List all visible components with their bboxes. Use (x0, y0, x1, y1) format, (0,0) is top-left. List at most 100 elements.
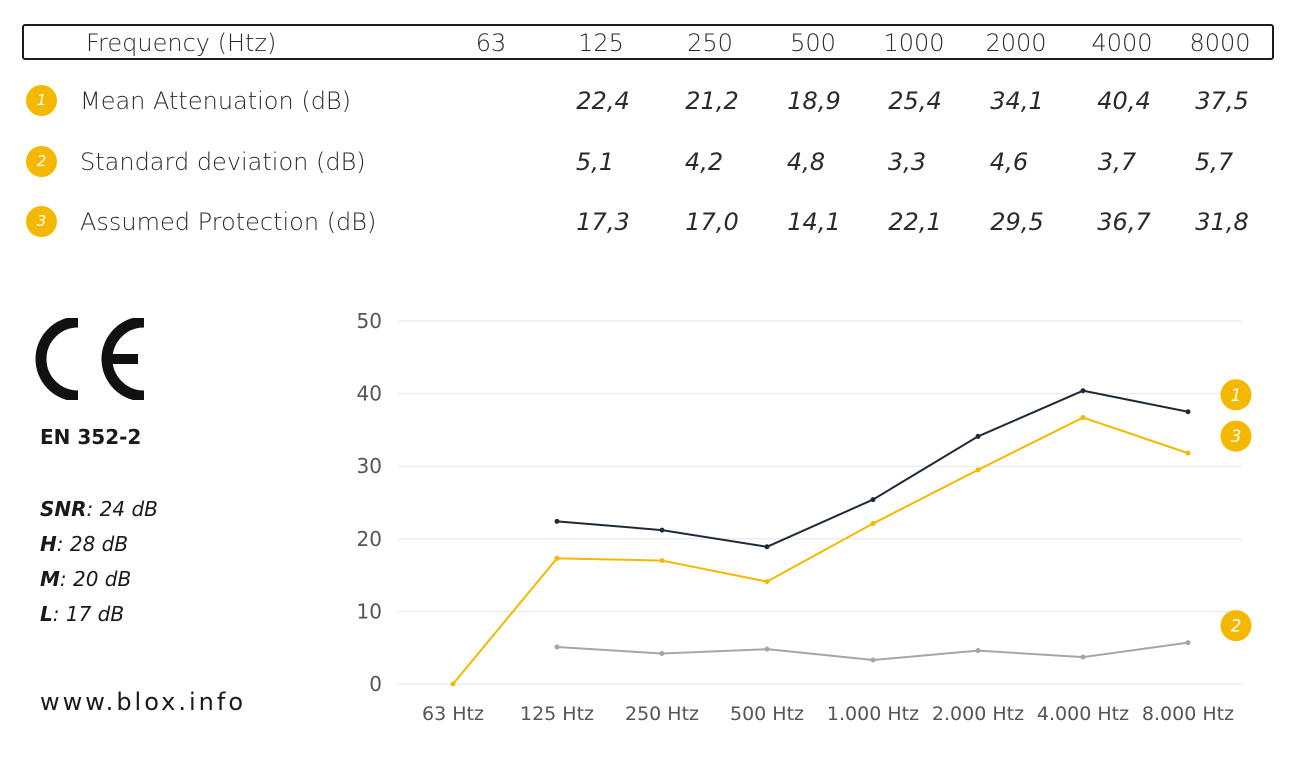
noise-ratings: SNR: 24 dB H: 28 dB M: 20 dB L: 17 dB (40, 492, 158, 632)
frequency-8000: 8000 (1189, 29, 1251, 57)
website-link[interactable]: www.blox.info (40, 688, 247, 716)
y-tick-label: 50 (357, 309, 382, 333)
x-tick-label: 500 Htz (730, 703, 804, 725)
rating-value: : 28 dB (56, 532, 129, 556)
row-value: 37,5 (1195, 87, 1249, 115)
row-value: 25,4 (888, 87, 942, 115)
table-row-mean-attenuation: 1 Mean Attenuation (dB) 22,4 21,2 18,9 2… (0, 81, 1304, 121)
row-value: 4,2 (684, 148, 724, 176)
y-tick-label: 0 (369, 672, 382, 696)
y-tick-label: 10 (357, 599, 382, 623)
data-point (554, 518, 560, 524)
row-label: Assumed Protection (dB) (80, 208, 377, 236)
standard-label: EN 352-2 (40, 425, 142, 449)
data-point (975, 648, 981, 654)
x-tick-label: 63 Htz (422, 703, 484, 725)
x-tick-label: 125 Htz (520, 703, 594, 725)
data-point (1080, 388, 1086, 394)
rating-value: : 24 dB (86, 497, 158, 521)
rating-snr: SNR: 24 dB (40, 492, 158, 527)
data-point (659, 651, 665, 657)
x-tick-label: 4.000 Htz (1037, 703, 1129, 725)
row-value: 4,8 (786, 148, 826, 176)
data-point (764, 646, 770, 652)
table-row-assumed-protection: 3 Assumed Protection (dB) 17,3 17,0 14,1… (0, 202, 1304, 242)
row-value: 5,1 (575, 148, 615, 176)
ce-mark-icon (35, 318, 145, 400)
series-badge-3 (1220, 420, 1252, 452)
rating-value: : 20 dB (59, 567, 132, 591)
data-point (450, 681, 456, 687)
row-value: 3,7 (1097, 148, 1137, 176)
data-point (554, 644, 560, 650)
frequency-header-label: Frequency (Htz) (86, 29, 277, 57)
row-value: 22,1 (888, 208, 942, 236)
data-point (975, 467, 981, 473)
data-point (1185, 409, 1191, 415)
series-badge-label: 2 (1231, 617, 1242, 637)
data-point (659, 558, 665, 564)
rating-h: H: 28 dB (40, 527, 158, 562)
data-point (870, 521, 876, 527)
frequency-125: 125 (578, 29, 624, 57)
data-point (975, 433, 981, 439)
rating-name: H (40, 532, 57, 556)
rating-value: : 17 dB (52, 602, 125, 626)
data-point (764, 544, 770, 550)
series-line-2 (556, 641, 1189, 662)
y-tick-label: 40 (357, 382, 382, 406)
frequency-4000: 4000 (1091, 29, 1153, 57)
x-tick-label: 1.000 Htz (827, 703, 919, 725)
data-point (1080, 654, 1086, 660)
series-line-3 (452, 416, 1189, 685)
frequency-header: Frequency (Htz) 63 125 250 500 1000 2000… (22, 24, 1274, 60)
row-value: 17,0 (685, 208, 739, 236)
frequency-63: 63 (475, 29, 507, 57)
data-point (764, 579, 770, 585)
row-value: 17,3 (576, 208, 630, 236)
x-tick-label: 8.000 Htz (1142, 703, 1234, 725)
row-value: 31,8 (1195, 208, 1249, 236)
series-badge-label: 3 (1231, 427, 1242, 447)
table-row-standard-deviation: 2 Standard deviation (dB) 5,1 4,2 4,8 3,… (0, 142, 1304, 182)
x-tick-label: 2.000 Htz (932, 703, 1024, 725)
data-point (870, 497, 876, 503)
x-tick-label: 250 Htz (625, 703, 699, 725)
data-point (1185, 450, 1191, 456)
series-badge-label: 1 (1231, 386, 1242, 406)
frequency-500: 500 (790, 29, 836, 57)
row-value: 21,2 (685, 87, 739, 115)
rating-m: M: 20 dB (40, 562, 158, 597)
row-value: 40,4 (1097, 87, 1151, 115)
row-value: 3,3 (887, 148, 927, 176)
data-point (870, 657, 876, 663)
series-badge-2 (1220, 610, 1252, 642)
row-value: 5,7 (1194, 148, 1234, 176)
row-badge: 3 (26, 206, 57, 237)
data-point (1080, 415, 1086, 421)
rating-name: M (40, 567, 60, 591)
data-point (554, 555, 560, 561)
data-point (1185, 640, 1191, 646)
row-badge: 1 (26, 85, 57, 116)
row-label: Mean Attenuation (dB) (80, 87, 352, 115)
y-tick-label: 20 (357, 527, 382, 551)
row-label: Standard deviation (dB) (80, 148, 366, 176)
row-value: 18,9 (787, 87, 841, 115)
y-tick-label: 30 (357, 454, 382, 478)
row-badge: 2 (26, 146, 57, 177)
data-point (659, 527, 665, 533)
rating-l: L: 17 dB (40, 597, 158, 632)
series-badge-1 (1220, 379, 1252, 411)
row-value: 36,7 (1097, 208, 1151, 236)
row-value: 34,1 (990, 87, 1044, 115)
frequency-2000: 2000 (985, 29, 1047, 57)
row-value: 14,1 (787, 208, 841, 236)
row-value: 4,6 (989, 148, 1029, 176)
rating-name: SNR (40, 497, 87, 521)
frequency-250: 250 (687, 29, 733, 57)
rating-name: L (40, 602, 53, 626)
row-value: 22,4 (576, 87, 630, 115)
frequency-1000: 1000 (883, 29, 945, 57)
